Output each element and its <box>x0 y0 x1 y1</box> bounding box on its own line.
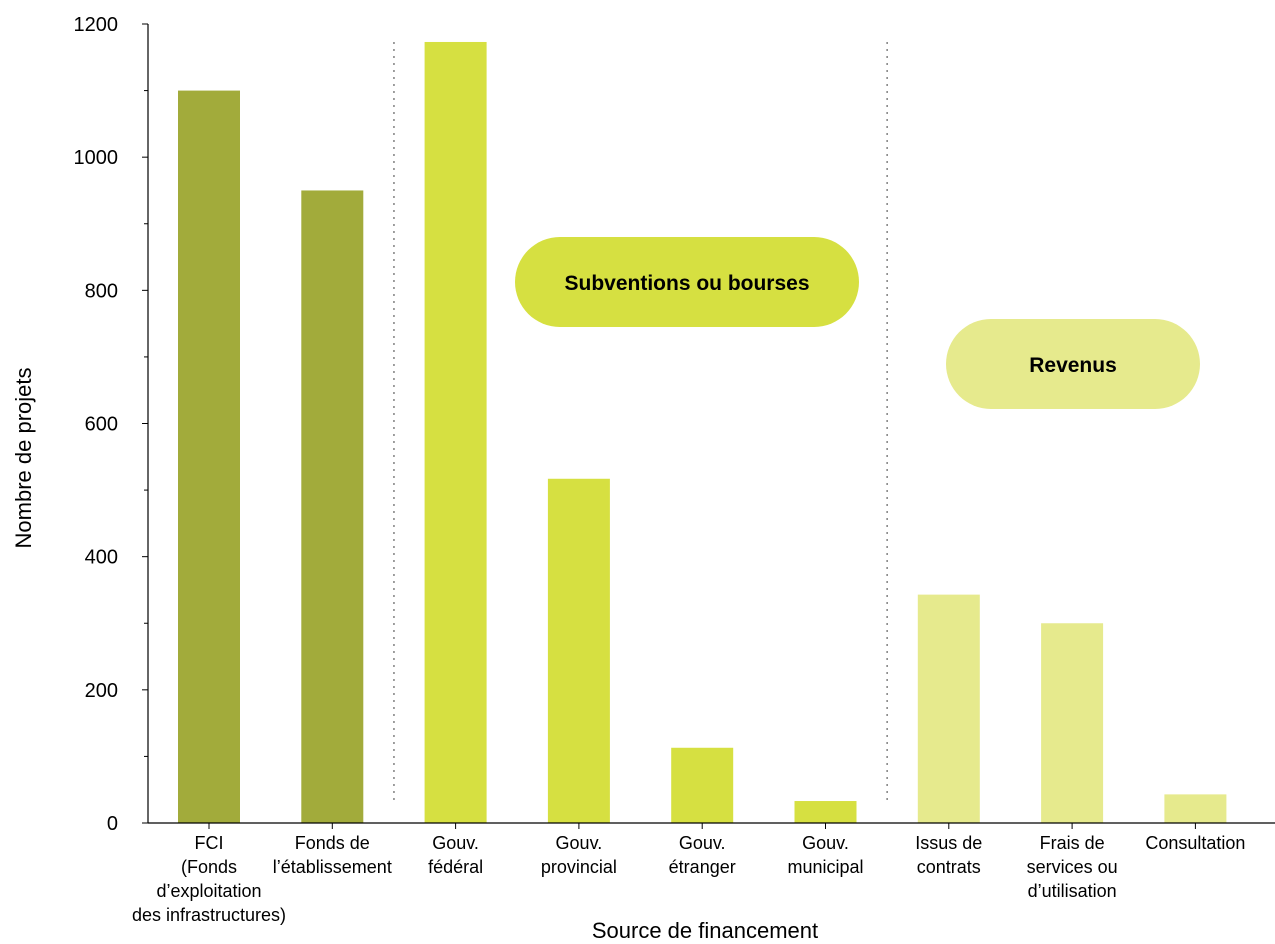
group-pill <box>946 319 1200 409</box>
x-tick-label-line: des infrastructures) <box>132 905 286 925</box>
group-labels: Subventions ou bourses Revenus <box>515 237 1200 409</box>
x-tick-label-line: étranger <box>669 857 736 877</box>
bar <box>1041 623 1104 823</box>
x-tick-label-line: l’établissement <box>273 857 392 877</box>
x-tick-label: Gouv. provincial <box>541 833 617 877</box>
x-axis-title: Source de financement <box>592 918 818 943</box>
x-tick-label-line: d’utilisation <box>1028 881 1117 901</box>
y-tick-label: 1000 <box>74 147 119 169</box>
x-axis: FCI (Fonds d’exploitation des infrastructur… <box>132 822 1275 925</box>
group-pill-label: Subventions ou bourses <box>564 272 809 295</box>
x-tick-label: FCI (Fonds d’exploitation des infrastructur… <box>132 833 286 925</box>
x-tick-label: Gouv. municipal <box>787 833 863 877</box>
x-tick-label: Consultation <box>1145 833 1245 853</box>
bar <box>178 90 240 824</box>
x-tick-label: Frais de services ou d’utilisation <box>1027 833 1118 901</box>
bar <box>301 190 364 824</box>
x-tick-label-line: provincial <box>541 857 617 877</box>
x-tick-label-line: services ou <box>1027 857 1118 877</box>
y-tick-label: 200 <box>85 680 118 702</box>
x-tick-label-line: Gouv. <box>679 833 726 853</box>
x-tick-label-line: Gouv. <box>432 833 479 853</box>
x-tick-label: Fonds de l’établissement <box>273 833 392 877</box>
bar <box>794 801 857 823</box>
x-tick-label: Gouv. fédéral <box>428 833 483 877</box>
x-tick-label-line: municipal <box>787 857 863 877</box>
bars <box>178 41 1227 824</box>
x-tick-label-line: d’exploitation <box>156 881 261 901</box>
x-tick-label-line: (Fonds <box>181 857 237 877</box>
bar <box>547 478 610 823</box>
x-tick-label-line: FCI <box>195 833 224 853</box>
x-tick-label: Issus de contrats <box>915 833 982 877</box>
y-tick-label: 600 <box>85 414 118 436</box>
x-tick-label-line: fédéral <box>428 857 483 877</box>
y-tick-label: 1200 <box>74 14 119 36</box>
group-pill-label: Revenus <box>1029 354 1117 377</box>
y-tick-label: 0 <box>107 813 118 835</box>
bar <box>424 41 487 824</box>
x-tick-label: Gouv. étranger <box>669 833 736 877</box>
y-axis: 0 200 400 600 800 1000 1200 <box>74 14 149 835</box>
x-tick-label-line: contrats <box>917 857 981 877</box>
x-tick-label-line: Consultation <box>1145 833 1245 853</box>
group-pill <box>515 237 859 327</box>
x-tick-label-line: Gouv. <box>556 833 603 853</box>
bar <box>671 747 734 823</box>
y-tick-label: 800 <box>85 280 118 302</box>
group-separators <box>393 42 888 805</box>
y-tick-label: 400 <box>85 547 118 569</box>
bar <box>1164 794 1227 823</box>
x-tick-label-line: Issus de <box>915 833 982 853</box>
x-tick-label-line: Gouv. <box>802 833 849 853</box>
y-axis-title: Nombre de projets <box>11 368 36 549</box>
x-tick-label-line: Fonds de <box>295 833 370 853</box>
bar <box>917 594 980 823</box>
x-tick-label-line: Frais de <box>1040 833 1105 853</box>
